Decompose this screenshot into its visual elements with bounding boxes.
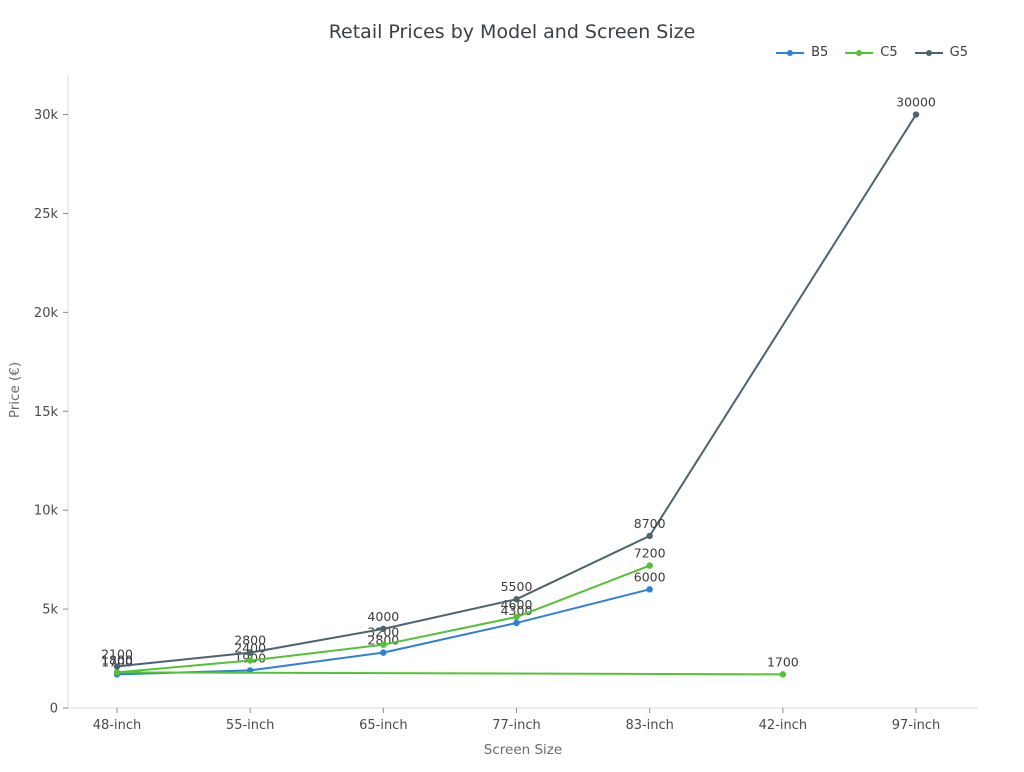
y-tick-label: 30k xyxy=(34,108,59,123)
legend-item-C5[interactable]: C5 xyxy=(844,45,898,60)
x-tick-label: 55-inch xyxy=(226,718,274,733)
y-axis-title: Price (€) xyxy=(7,361,23,419)
data-label-G5: 8700 xyxy=(634,516,666,531)
data-point-C5 xyxy=(779,671,787,678)
data-point-C5 xyxy=(246,657,254,664)
data-point-C5 xyxy=(646,562,653,569)
data-point-G5 xyxy=(380,625,387,633)
data-point-B5 xyxy=(380,649,387,656)
data-label-C5: 7200 xyxy=(634,546,666,561)
data-point-G5 xyxy=(246,649,254,656)
legend-item-G5[interactable]: G5 xyxy=(914,45,968,60)
data-point-C5 xyxy=(113,669,121,676)
data-point-C5 xyxy=(513,613,520,621)
data-label-G5: 2800 xyxy=(234,633,266,648)
data-label-G5: 4000 xyxy=(367,609,399,624)
data-label-G5: 30000 xyxy=(896,95,936,110)
data-point-G5 xyxy=(113,663,121,670)
data-label-C5: 3200 xyxy=(367,625,399,640)
y-tick-label: 15k xyxy=(34,405,59,420)
series-line-G5 xyxy=(116,113,918,668)
legend-item-B5[interactable]: B5 xyxy=(775,45,828,60)
y-tick-label: 25k xyxy=(34,207,59,222)
x-axis-title: Screen Size xyxy=(483,742,563,758)
data-point-G5 xyxy=(513,596,520,603)
y-tick-label: 20k xyxy=(34,306,59,321)
legend-label: C5 xyxy=(880,45,898,60)
data-label-G5: 5500 xyxy=(501,579,533,594)
legend: B5 C5 G5 xyxy=(775,45,968,60)
legend-label: G5 xyxy=(949,45,968,60)
legend-swatch-C5 xyxy=(845,49,874,56)
legend-swatch-B5 xyxy=(776,49,805,56)
data-label-C5: 1800 xyxy=(101,652,133,667)
y-tick-label: 10k xyxy=(34,504,59,519)
x-tick-label: 42-inch xyxy=(759,718,807,733)
legend-label: B5 xyxy=(811,45,829,60)
x-tick-label: 97-inch xyxy=(892,718,940,733)
data-point-G5 xyxy=(646,532,653,540)
x-tick-label: 83-inch xyxy=(625,718,673,733)
y-tick-label: 5k xyxy=(42,603,58,618)
series-line-C5 xyxy=(116,564,784,676)
data-label-C5: 1700 xyxy=(767,654,799,669)
data-point-C5 xyxy=(380,641,387,648)
data-point-B5 xyxy=(646,586,653,593)
data-label-G5: 2100 xyxy=(101,646,133,661)
x-tick-label: 65-inch xyxy=(359,718,407,733)
data-point-G5 xyxy=(912,111,920,118)
chart-title: Retail Prices by Model and Screen Size xyxy=(328,21,696,43)
x-tick-label: 77-inch xyxy=(492,718,540,733)
data-point-B5 xyxy=(513,619,520,627)
data-label-B5: 6000 xyxy=(634,569,666,584)
y-tick-label: 0 xyxy=(50,702,58,717)
x-tick-label: 48-inch xyxy=(93,718,141,733)
legend-swatch-G5 xyxy=(914,49,943,56)
